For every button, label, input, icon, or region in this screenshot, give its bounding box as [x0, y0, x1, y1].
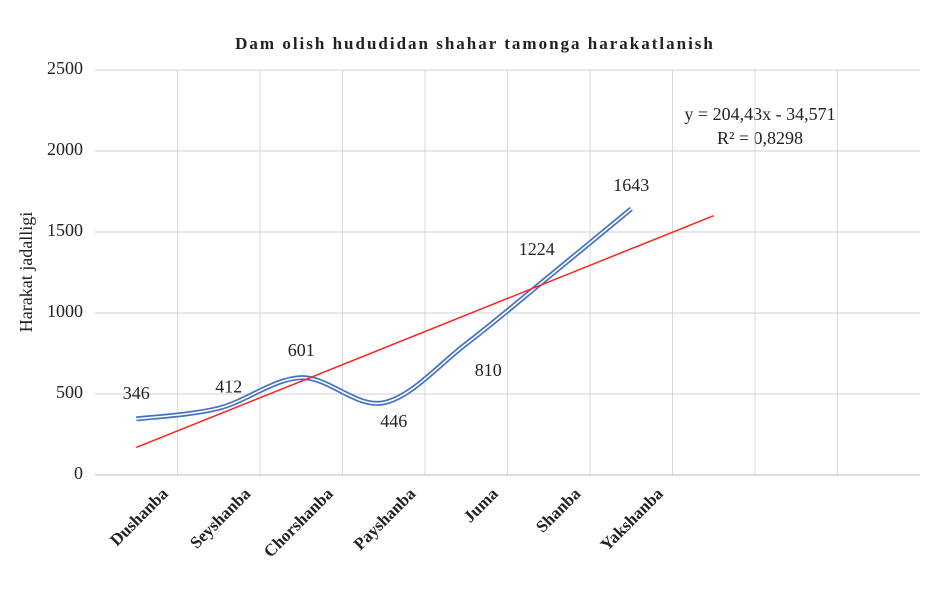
trendline [135, 214, 715, 449]
y-tick-label: 0 [74, 463, 83, 483]
series-line-inner [136, 208, 632, 420]
chart-title: Dam olish hududidan shahar tamonga harak… [235, 34, 715, 53]
y-tick-label: 2500 [47, 58, 83, 78]
data-label: 601 [288, 340, 315, 360]
data-label: 412 [215, 376, 242, 396]
data-label: 1643 [613, 175, 649, 195]
series-line [135, 206, 633, 422]
trend-equation: y = 204,43x - 34,571 [684, 104, 835, 124]
trend-r2: R² = 0,8298 [717, 128, 803, 148]
y-tick-label: 1000 [47, 301, 83, 321]
data-label: 1224 [519, 239, 555, 259]
y-axis-label: Harakat jadalligi [16, 212, 36, 332]
data-label: 446 [380, 411, 407, 431]
y-tick-label: 1500 [47, 220, 83, 240]
y-tick-label: 500 [56, 382, 83, 402]
y-tick-label: 2000 [47, 139, 83, 159]
data-label: 346 [123, 383, 150, 403]
data-label: 810 [475, 360, 502, 380]
